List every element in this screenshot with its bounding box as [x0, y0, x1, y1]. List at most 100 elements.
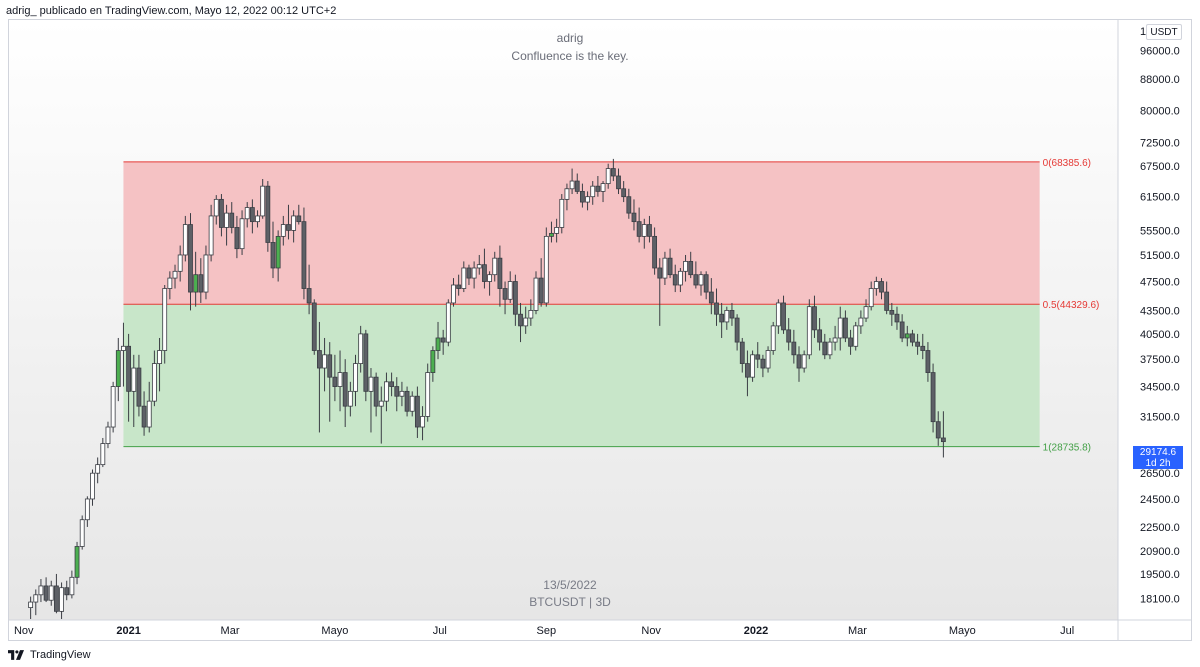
candle-body-up: [239, 218, 245, 250]
candle-body-up: [585, 196, 590, 203]
candle-body-down: [935, 421, 941, 439]
candle: [115, 337, 121, 402]
price-tick-label: 26500.0: [1140, 468, 1180, 480]
candle: [904, 325, 910, 347]
candle-body-up: [507, 281, 513, 300]
candle: [188, 213, 193, 311]
candle-body-up: [213, 198, 219, 217]
candle: [708, 278, 714, 315]
candle-body-up: [193, 274, 199, 293]
candle: [172, 264, 178, 289]
price-tick-label: 40500.0: [1140, 329, 1180, 341]
candle-body-down: [327, 354, 333, 378]
candle: [915, 333, 921, 355]
candle-body-down: [781, 302, 786, 331]
candle: [559, 194, 565, 234]
candle: [662, 251, 668, 286]
candle: [373, 372, 379, 417]
candle: [497, 245, 503, 307]
candle: [801, 350, 807, 373]
currency-button[interactable]: USDT: [1146, 24, 1182, 40]
candle: [95, 457, 101, 484]
candle-body-up: [28, 601, 34, 609]
price-tick-label: 22500.0: [1140, 522, 1180, 534]
candle: [451, 278, 456, 307]
candle-body-up: [167, 277, 173, 289]
candle-body-up: [151, 363, 157, 402]
candle: [832, 325, 838, 351]
candle-body-down: [930, 372, 936, 423]
candle: [157, 337, 162, 392]
candle-body-down: [652, 235, 658, 269]
candle-body-up: [873, 281, 879, 289]
candle: [843, 310, 848, 343]
candle-body-up: [172, 270, 178, 279]
candle: [724, 306, 730, 330]
chart-frame[interactable]: [8, 19, 1192, 641]
candle: [445, 299, 451, 347]
price-tick-label: 34500.0: [1140, 382, 1180, 394]
candle: [167, 271, 173, 300]
candle-body-down: [456, 284, 462, 289]
candle-body-up: [208, 215, 214, 256]
candle-body-up: [177, 254, 183, 272]
candle: [317, 321, 322, 433]
candle-body-down: [198, 274, 204, 293]
candle: [347, 381, 353, 417]
price-tick-label: 51500.0: [1140, 250, 1180, 262]
candle: [420, 406, 425, 441]
candle: [647, 215, 652, 243]
candle: [940, 411, 946, 458]
candle-body-up: [868, 288, 874, 308]
candle: [219, 194, 224, 237]
candle: [605, 163, 611, 189]
candle-body-up: [605, 168, 611, 185]
candle: [894, 306, 900, 330]
candle: [698, 271, 704, 296]
candle-body-up: [569, 180, 575, 190]
candle: [745, 350, 750, 397]
candle: [672, 264, 678, 293]
price-tick-label: 55500.0: [1140, 225, 1180, 237]
price-tick-label: 24500.0: [1140, 494, 1180, 506]
candle-countdown: 1d 2h: [1145, 458, 1171, 469]
candle: [781, 295, 786, 334]
candle: [585, 191, 590, 211]
candle-body-down: [894, 313, 900, 323]
candle-body-up: [549, 232, 554, 237]
candle-body-down: [621, 188, 627, 198]
candle: [28, 596, 34, 619]
candle-body-up: [275, 235, 281, 269]
candle: [461, 261, 467, 293]
candle-body-up: [801, 354, 807, 369]
candle-body-down: [414, 395, 420, 428]
candle-body-down: [812, 306, 817, 331]
candle-body-down: [708, 291, 714, 304]
candle-body-down: [796, 354, 802, 369]
candle-body-down: [141, 405, 147, 428]
candle-body-up: [353, 363, 358, 392]
price-tick-label: 88000.0: [1140, 74, 1180, 86]
candle-body-down: [332, 376, 338, 387]
candle: [610, 158, 616, 182]
candle: [590, 181, 596, 205]
candle-body-up: [775, 302, 781, 327]
candle-body-down: [848, 337, 853, 347]
candle-body-down: [729, 310, 735, 319]
candle: [224, 204, 229, 246]
candle: [817, 318, 823, 351]
candle-body-up: [683, 261, 688, 272]
candle-body-down: [440, 337, 446, 343]
tradingview-brand[interactable]: TradingView: [30, 649, 91, 661]
candle: [306, 264, 312, 315]
candle: [879, 278, 884, 300]
candle-body-down: [734, 317, 740, 343]
candle: [750, 350, 755, 382]
candle: [518, 302, 523, 343]
candle: [554, 218, 560, 243]
fib-zone-lower: [123, 304, 1040, 447]
candle: [507, 271, 513, 303]
time-tick-label: Mar: [848, 625, 867, 637]
time-tick-label: Mayo: [949, 625, 976, 637]
